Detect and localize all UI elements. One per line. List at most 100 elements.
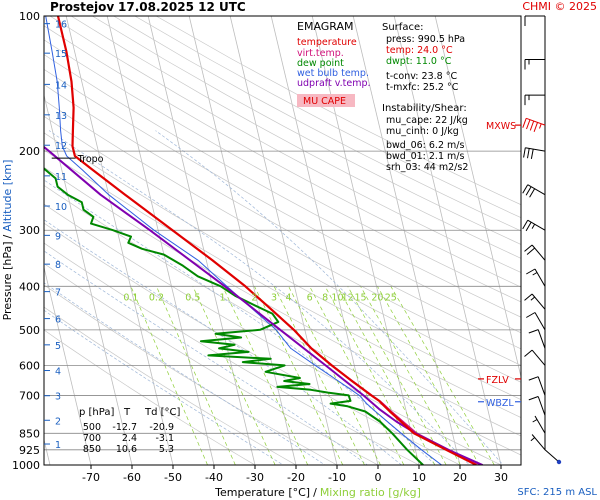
- wind-barb-shaft: [531, 293, 546, 310]
- wind-barb-flag: [523, 147, 526, 158]
- altitude-tick-label: 4: [55, 367, 61, 378]
- mixing-ratio-line: [347, 286, 447, 465]
- pressure-tick-label: 925: [19, 444, 40, 457]
- dry-adiabat-line: [44, 166, 521, 437]
- pressure-tick-label: 700: [19, 389, 40, 402]
- wind-barb-flag: [530, 437, 536, 442]
- temperature-tick-label: 20: [453, 471, 467, 484]
- wind-barb-flag: [528, 396, 539, 401]
- x-axis-title-mix: Mixing ratio [g/kg]: [320, 486, 421, 499]
- wbzl-label: WBZL: [486, 398, 514, 409]
- y-axis-title: Pressure [hPa] / Altitude [km]: [1, 160, 14, 321]
- altitude-tick-label: 7: [55, 288, 61, 299]
- series-wet-bulb: [45, 16, 442, 465]
- altitude-tick-label: 5: [55, 341, 61, 352]
- dry-adiabat-line: [44, 149, 521, 418]
- temperature-tick-label: 0: [375, 471, 382, 484]
- legend-item-temperature: temperature: [297, 37, 357, 48]
- x-axis-title: Temperature [°C] / Mixing ratio [g/kg]: [214, 486, 421, 499]
- table-cell: 700: [83, 433, 101, 444]
- wind-barb: [524, 94, 546, 106]
- series-layer: [44, 16, 484, 465]
- wind-barb: [528, 329, 546, 349]
- mixing-ratio-line: [377, 286, 480, 465]
- mixing-ratio-label: 3: [271, 292, 277, 303]
- isotherm-line: [188, 16, 297, 465]
- sfc-label: SFC: 215 m ASL: [517, 487, 597, 498]
- dry-adiabat-line: [49, 16, 521, 273]
- wind-profile-line: [544, 16, 560, 463]
- wind-barb-shaft: [531, 349, 546, 366]
- series-dew-point: [44, 167, 424, 465]
- dry-adiabat-line: [44, 39, 521, 303]
- annotations-layer: Tropo MXWS FZLV WBZL: [51, 121, 521, 409]
- dry-adiabat-line: [92, 16, 521, 245]
- table-cell: -20.9: [149, 422, 174, 433]
- isotherm-line: [0, 16, 9, 465]
- dry-adiabat-line: [155, 16, 521, 206]
- dry-adiabat-line: [44, 184, 521, 456]
- wind-barb-flag: [522, 118, 527, 128]
- surface-wind-marker: [556, 459, 562, 465]
- table-cell: -12.7: [112, 422, 137, 433]
- table-header-p: p [hPa]: [79, 407, 114, 418]
- altitude-tick-label: 3: [55, 392, 61, 403]
- wind-barb: [522, 219, 546, 232]
- legend-item-virt-temp: virt.temp.: [297, 48, 344, 59]
- isotherm-line: [147, 16, 256, 465]
- wind-barb-shaft: [531, 244, 546, 261]
- mixing-ratio-label: 1: [220, 292, 226, 303]
- wind-barb-shaft: [537, 396, 546, 416]
- moist-adiabat-line: [44, 250, 368, 465]
- altitude-tick-label: 6: [55, 315, 61, 326]
- surface-dwpt: dwpt: 11.0 °C: [386, 56, 452, 67]
- mixing-ratio-line: [156, 286, 236, 465]
- altitude-tick-label: 12: [55, 141, 67, 152]
- bwd-01: bwd_01: 2.1 m/s: [386, 151, 464, 162]
- altitude-tick-label: 16: [55, 20, 67, 31]
- mixing-ratio-line: [192, 286, 276, 465]
- dry-adiabat-line: [44, 99, 521, 366]
- isotherm-line: [106, 16, 215, 465]
- table-cell: -3.1: [155, 433, 174, 444]
- mixing-ratio-label: 4: [286, 292, 292, 303]
- wind-barb: [524, 244, 546, 261]
- mixing-ratio-label: 10: [331, 292, 343, 303]
- isotherm-line: [270, 16, 379, 465]
- y-axis-title-sep: /: [1, 234, 14, 238]
- dry-adiabat-line: [44, 222, 461, 465]
- pressure-tick-label: 300: [19, 224, 40, 237]
- mixing-ratio-line: [254, 286, 344, 465]
- isotherm-line: [65, 16, 174, 465]
- pressure-tick-label: 500: [19, 324, 40, 337]
- temperature-tick-label: 30: [494, 471, 508, 484]
- wind-barb: [524, 349, 546, 366]
- wind-barb: [530, 434, 546, 451]
- wind-barb-shaft: [534, 415, 546, 434]
- mu-cinh: mu_cinh: 0 J/kg: [386, 126, 459, 137]
- wind-barb: [522, 184, 546, 198]
- mixing-ratio-line: [337, 286, 436, 465]
- wind-barb-shaft: [534, 312, 546, 331]
- bwd-06: bwd_06: 6.2 m/s: [386, 140, 464, 151]
- altitude-tick-label: 15: [55, 49, 67, 60]
- dry-adiabat-line: [44, 203, 502, 465]
- wind-barb-flag: [530, 149, 534, 159]
- mixing-ratio-line: [309, 286, 405, 465]
- mixing-ratio-label: 2: [251, 292, 257, 303]
- legend-title: EMAGRAM: [297, 20, 354, 33]
- temperature-tick-label: -40: [205, 471, 223, 484]
- mixing-ratio-label: 25: [385, 292, 397, 303]
- dry-adiabat-line: [44, 115, 521, 383]
- wind-barb-shaft: [527, 219, 546, 231]
- y-axis-title-alt: Altitude [km]: [1, 160, 14, 232]
- wind-barb-shaft: [526, 117, 546, 126]
- dry-adiabat-line: [70, 16, 521, 259]
- wind-barb: [526, 268, 546, 287]
- wind-barb-flag: [532, 272, 538, 276]
- legend-item-updraft: udpraft v.temp.: [297, 78, 371, 89]
- moist-adiabat-line: [44, 219, 403, 465]
- wind-barb-shaft: [537, 376, 546, 396]
- mu-cape-badge: MU CAPE: [303, 96, 346, 107]
